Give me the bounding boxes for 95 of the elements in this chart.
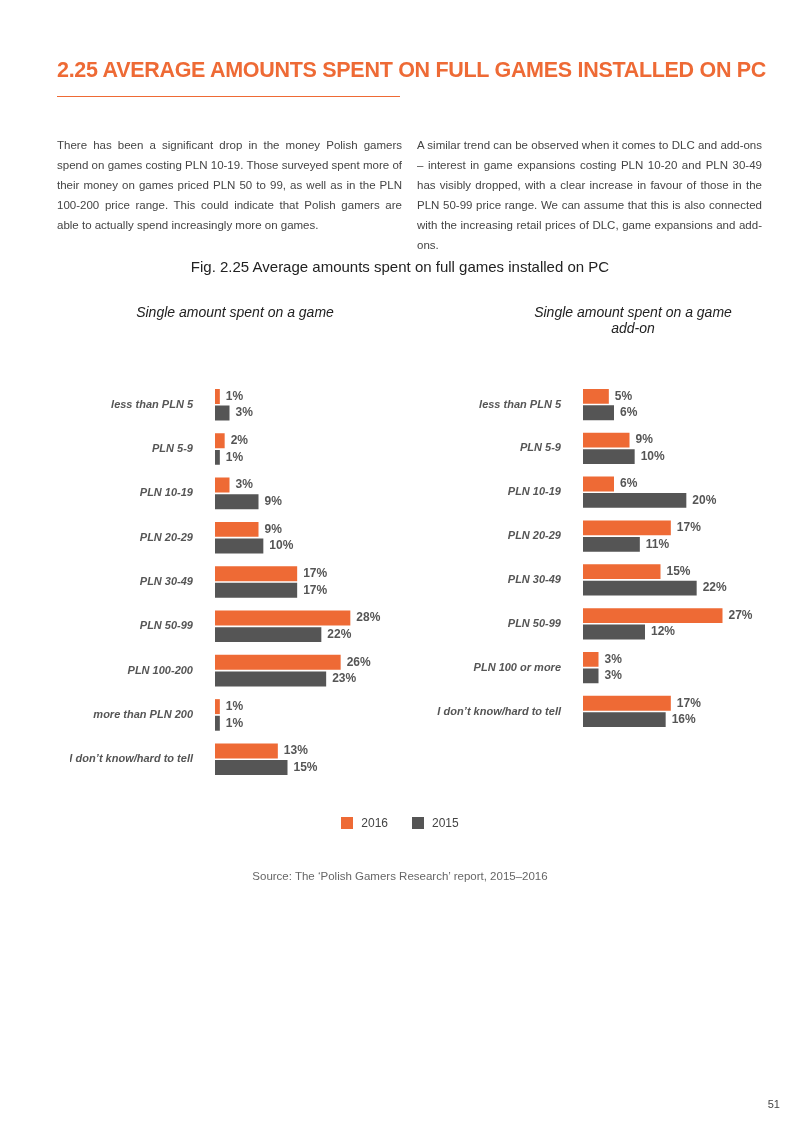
- data-label: 1%: [225, 715, 244, 730]
- bar: [583, 608, 723, 623]
- bar: [215, 627, 322, 643]
- data-label: 3%: [235, 405, 254, 420]
- bar: [583, 432, 630, 448]
- text: A similar trend can be observed when it comes to DLC and add-ons – interest in game expansions costing PLN 10-20 and PLN 30-49 has visibly dropped, with a clear increase in favour of those in the PLN 50-99 price range. We can assume that this is also connected with the increasing retail prices of DLC, game expansions and add-ons.: [417, 138, 762, 253]
- data-label: 10%: [269, 538, 294, 553]
- y-tick-label: PLN 50-99: [139, 619, 194, 632]
- bar: [215, 433, 225, 449]
- y-tick-label: PLN 5-9: [152, 442, 194, 455]
- data-label: 6%: [620, 405, 638, 420]
- bar: [583, 405, 614, 421]
- data-label: 28%: [356, 610, 381, 625]
- bar: [215, 538, 264, 554]
- y-tick-label: PLN 10-19: [139, 486, 194, 499]
- bar: [583, 580, 697, 596]
- data-label: 9%: [264, 494, 283, 508]
- data-label: 15%: [666, 564, 691, 579]
- bar: [215, 582, 298, 598]
- y-tick-label: more than PLN 200: [93, 707, 194, 720]
- data-label: 6%: [620, 476, 638, 491]
- data-label: 27%: [728, 607, 753, 622]
- y-tick-label: I don’t know/hard to tell: [69, 752, 194, 765]
- y-tick-label: less than PLN 5: [111, 397, 194, 410]
- data-label: 10%: [640, 448, 666, 463]
- bar: [583, 652, 599, 667]
- bar: [583, 712, 666, 728]
- bar: [583, 564, 661, 580]
- data-label: 1%: [225, 388, 244, 403]
- bar: [215, 388, 220, 404]
- data-label: 17%: [676, 695, 702, 710]
- bar: [215, 449, 220, 465]
- data-label: 17%: [676, 520, 702, 535]
- data-label: 22%: [327, 626, 352, 641]
- y-tick-label: PLN 5-9: [520, 441, 562, 454]
- data-label: 12%: [651, 624, 676, 639]
- bar: [215, 760, 288, 776]
- data-label: 3%: [604, 651, 623, 666]
- y-tick-label: PLN 20-29: [139, 530, 194, 543]
- bar: [583, 449, 635, 464]
- y-tick-label: I don’t know/hard to tell: [437, 704, 562, 717]
- data-label: 3%: [604, 668, 623, 683]
- data-label: 17%: [303, 582, 328, 597]
- bar: [215, 566, 298, 582]
- bar: [215, 715, 220, 731]
- bar: [583, 520, 671, 536]
- bar: [583, 388, 609, 404]
- y-tick-label: less than PLN 5: [479, 397, 562, 410]
- data-label: 9%: [264, 521, 283, 536]
- legend-label: 2016: [361, 816, 388, 830]
- bar: [215, 477, 230, 493]
- chart-title: Single amount spent on a game: [135, 304, 335, 322]
- data-label: 11%: [645, 536, 670, 551]
- source-note: Source: The ‘Polish Gamers Research’ report, 2015–2016: [251, 870, 549, 882]
- y-tick-label: PLN 100-200: [127, 663, 194, 676]
- data-label: 13%: [283, 743, 309, 758]
- text: 51: [767, 1098, 780, 1110]
- y-tick-label: PLN 20-29: [507, 529, 562, 542]
- bar: [583, 476, 614, 492]
- bar: [215, 610, 351, 626]
- text: There has been a significant drop in the money Polish gamers spend on games costing PLN 10-19. Those surveyed spent more of their money on games priced PLN 50 to 99, as well as in the PLN 100-200 price range. This could indicate that Polish gamers are able to actually spend increasingly more on games.: [57, 138, 402, 233]
- caption: Fig. 2.25 Average amounts spent on full games installed on PC: [189, 258, 611, 275]
- bar: [215, 699, 220, 715]
- bar: [215, 521, 259, 537]
- data-label: 9%: [635, 432, 654, 447]
- bar: [583, 695, 671, 711]
- y-tick-label: PLN 30-49: [507, 572, 562, 585]
- bar: [215, 494, 259, 510]
- chart-title: Single amount spent on a game add-on: [533, 304, 733, 338]
- bar: [215, 743, 278, 759]
- bar: [583, 624, 645, 640]
- bar: [583, 668, 599, 684]
- bar: [215, 405, 230, 421]
- bar: [583, 536, 640, 552]
- data-label: 1%: [225, 698, 244, 713]
- data-label: 3%: [235, 477, 254, 492]
- y-tick-label: PLN 30-49: [139, 575, 194, 588]
- text: 2.25 AVERAGE AMOUNTS SPENT ON FULL GAMES INSTALLED ON PC: [57, 58, 767, 83]
- data-label: 20%: [692, 492, 717, 507]
- data-label: 5%: [614, 388, 633, 403]
- data-label: 26%: [346, 654, 372, 669]
- data-label: 15%: [293, 759, 318, 774]
- y-tick-label: PLN 100 or more: [473, 660, 561, 673]
- data-label: 1%: [225, 449, 244, 464]
- bar: [215, 671, 327, 687]
- bar: [583, 493, 687, 508]
- bar: [215, 654, 341, 670]
- y-tick-label: PLN 10-19: [507, 485, 562, 498]
- data-label: 16%: [671, 712, 697, 727]
- data-label: 2%: [230, 433, 249, 448]
- data-label: 17%: [303, 566, 328, 580]
- legend-label: 2015: [432, 816, 459, 830]
- y-tick-label: PLN 50-99: [507, 616, 562, 629]
- data-label: 23%: [332, 671, 357, 686]
- data-label: 22%: [702, 580, 728, 595]
